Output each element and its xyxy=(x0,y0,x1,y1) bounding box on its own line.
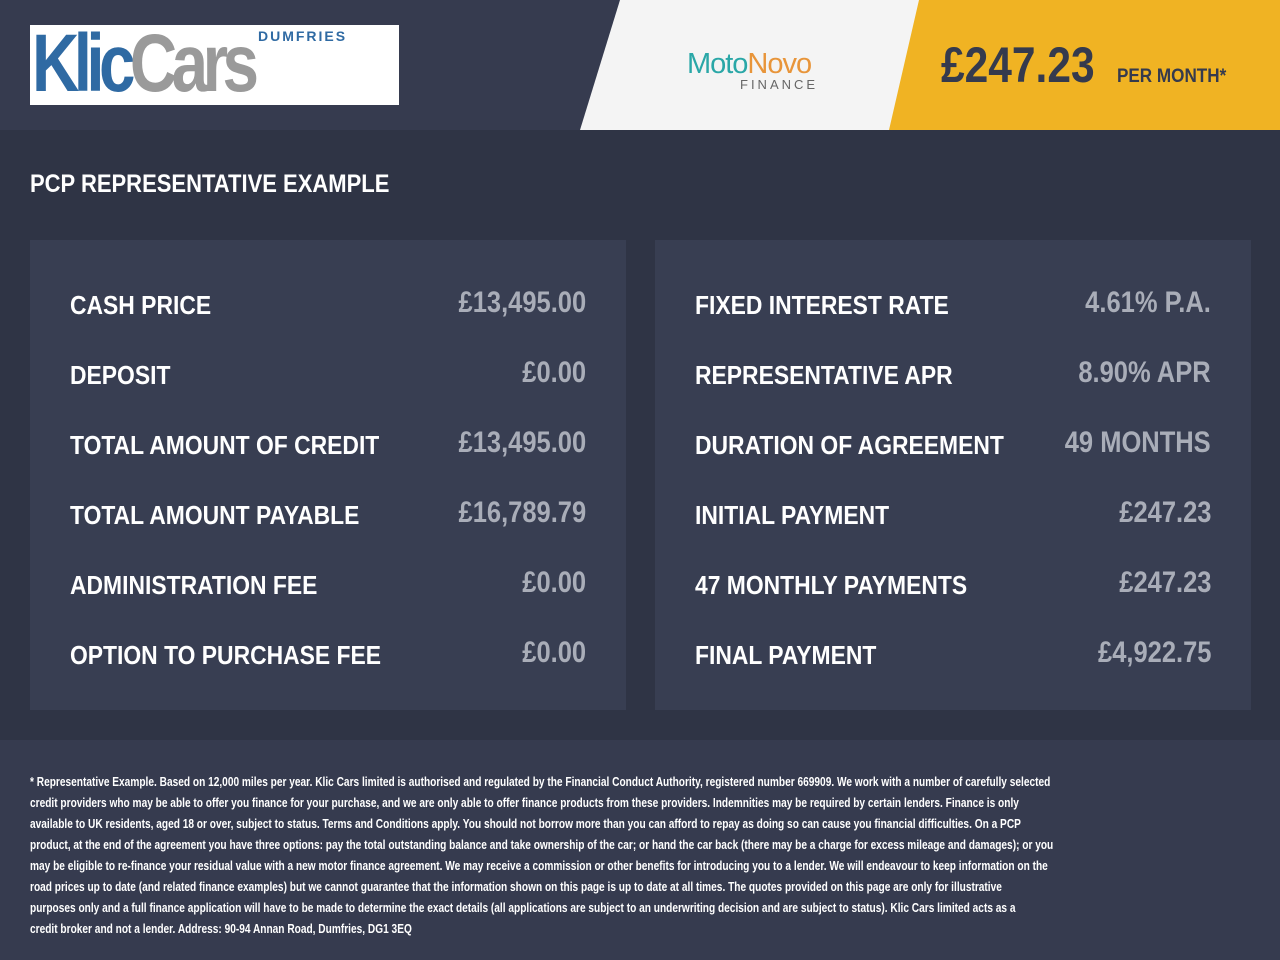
finance-value: £4,922.75 xyxy=(1097,636,1211,669)
finance-label: DURATION OF AGREEMENT xyxy=(695,430,1004,460)
finance-row: REPRESENTATIVE APR 8.90% APR xyxy=(695,356,1211,430)
section-title: PCP REPRESENTATIVE EXAMPLE xyxy=(30,170,390,198)
disclaimer-line: may be eligible to re-finance your resid… xyxy=(30,858,1048,873)
monthly-price: £247.23 xyxy=(941,37,1095,93)
finance-value: £13,495.00 xyxy=(458,286,586,319)
finance-row: FIXED INTEREST RATE 4.61% P.A. xyxy=(695,286,1211,360)
disclaimer-line: product, at the end of the agreement you… xyxy=(30,837,1054,852)
logo-tag: DUMFRIES xyxy=(258,28,348,44)
lender-panel: MotoNovo FINANCE xyxy=(580,0,940,130)
motonovo-logo: MotoNovo FINANCE xyxy=(680,48,818,92)
finance-label: INITIAL PAYMENT xyxy=(695,500,890,530)
finance-label: ADMINISTRATION FEE xyxy=(70,570,318,600)
finance-row: ADMINISTRATION FEE £0.00 xyxy=(70,566,586,640)
logo-klic: Klic xyxy=(32,25,136,105)
finance-value: 4.61% P.A. xyxy=(1085,286,1211,319)
finance-row: DURATION OF AGREEMENT 49 MONTHS xyxy=(695,426,1211,500)
disclaimer-line: credit broker and not a lender. Address:… xyxy=(30,921,412,936)
disclaimer-line: purposes only and a full finance applica… xyxy=(30,900,1016,915)
disclaimer: * Representative Example. Based on 12,00… xyxy=(0,740,1280,960)
finance-label: TOTAL AMOUNT OF CREDIT xyxy=(70,430,380,460)
disclaimer-line: available to UK residents, aged 18 or ov… xyxy=(30,816,1021,831)
finance-value: £16,789.79 xyxy=(458,496,586,529)
monthly-price-panel: £247.23 PER MONTH* xyxy=(889,0,1280,130)
finance-row: DEPOSIT £0.00 xyxy=(70,356,586,430)
finance-label: TOTAL AMOUNT PAYABLE xyxy=(70,500,360,530)
finance-value: £0.00 xyxy=(522,636,586,669)
header: KlicCars DUMFRIES MotoNovo FINANCE £247.… xyxy=(0,0,1280,130)
finance-row: TOTAL AMOUNT OF CREDIT £13,495.00 xyxy=(70,426,586,500)
finance-label: REPRESENTATIVE APR xyxy=(695,360,953,390)
finance-label: FIXED INTEREST RATE xyxy=(695,290,949,320)
finance-label: OPTION TO PURCHASE FEE xyxy=(70,640,382,670)
disclaimer-line: * Representative Example. Based on 12,00… xyxy=(30,774,1051,789)
finance-label: FINAL PAYMENT xyxy=(695,640,877,670)
finance-label: CASH PRICE xyxy=(70,290,212,320)
finance-value: £247.23 xyxy=(1118,496,1211,529)
logo-novo: Novo xyxy=(747,48,812,80)
left-finance-panel: CASH PRICE £13,495.00 DEPOSIT £0.00 TOTAL AM… xyxy=(30,240,626,710)
klic-cars-logo[interactable]: KlicCars DUMFRIES xyxy=(30,25,399,105)
finance-value: £0.00 xyxy=(522,566,586,599)
finance-row: CASH PRICE £13,495.00 xyxy=(70,286,586,360)
finance-value: £13,495.00 xyxy=(458,426,586,459)
finance-row: OPTION TO PURCHASE FEE £0.00 xyxy=(70,636,586,710)
finance-row: INITIAL PAYMENT £247.23 xyxy=(695,496,1211,570)
finance-row: TOTAL AMOUNT PAYABLE £16,789.79 xyxy=(70,496,586,570)
logo-cars: Cars xyxy=(129,25,259,105)
finance-label: 47 MONTHLY PAYMENTS xyxy=(695,570,968,600)
finance-value: 8.90% APR xyxy=(1078,356,1211,389)
per-month-label: PER MONTH* xyxy=(1117,66,1227,87)
finance-value: £247.23 xyxy=(1118,566,1211,599)
finance-label: DEPOSIT xyxy=(70,360,171,390)
right-finance-panel: FIXED INTEREST RATE 4.61% P.A. REPRESENTAT… xyxy=(655,240,1251,710)
finance-value: £0.00 xyxy=(522,356,586,389)
finance-row: FINAL PAYMENT £4,922.75 xyxy=(695,636,1211,710)
logo-moto: Moto xyxy=(686,48,748,80)
finance-row: 47 MONTHLY PAYMENTS £247.23 xyxy=(695,566,1211,640)
logo-finance: FINANCE xyxy=(740,77,819,92)
finance-value: 49 MONTHS xyxy=(1065,426,1211,459)
disclaimer-line: road prices up to date (and related fina… xyxy=(30,879,1002,894)
disclaimer-line: credit providers who may be able to offe… xyxy=(30,795,1019,810)
